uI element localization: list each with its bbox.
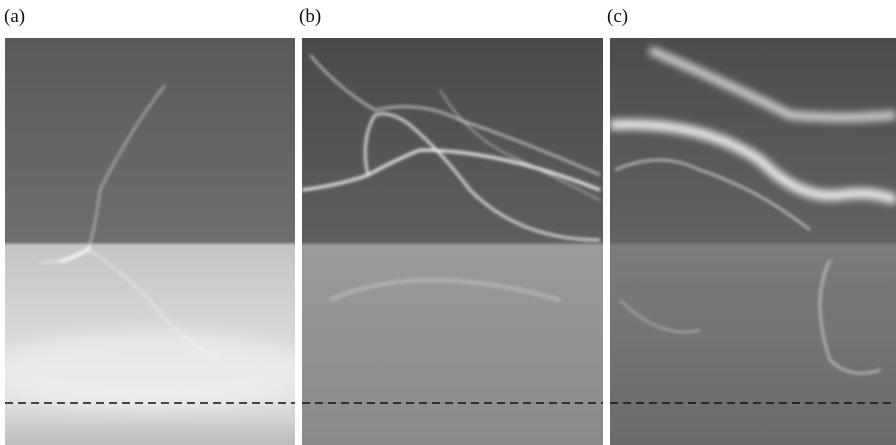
panel-image [610, 38, 896, 445]
panel-image [302, 38, 603, 445]
panel-label: (c) [607, 6, 628, 27]
panel-label: (b) [299, 6, 321, 27]
figure: (a) (b) (c) [0, 0, 896, 445]
panel-image [0, 38, 310, 445]
panel-label: (a) [4, 6, 25, 27]
